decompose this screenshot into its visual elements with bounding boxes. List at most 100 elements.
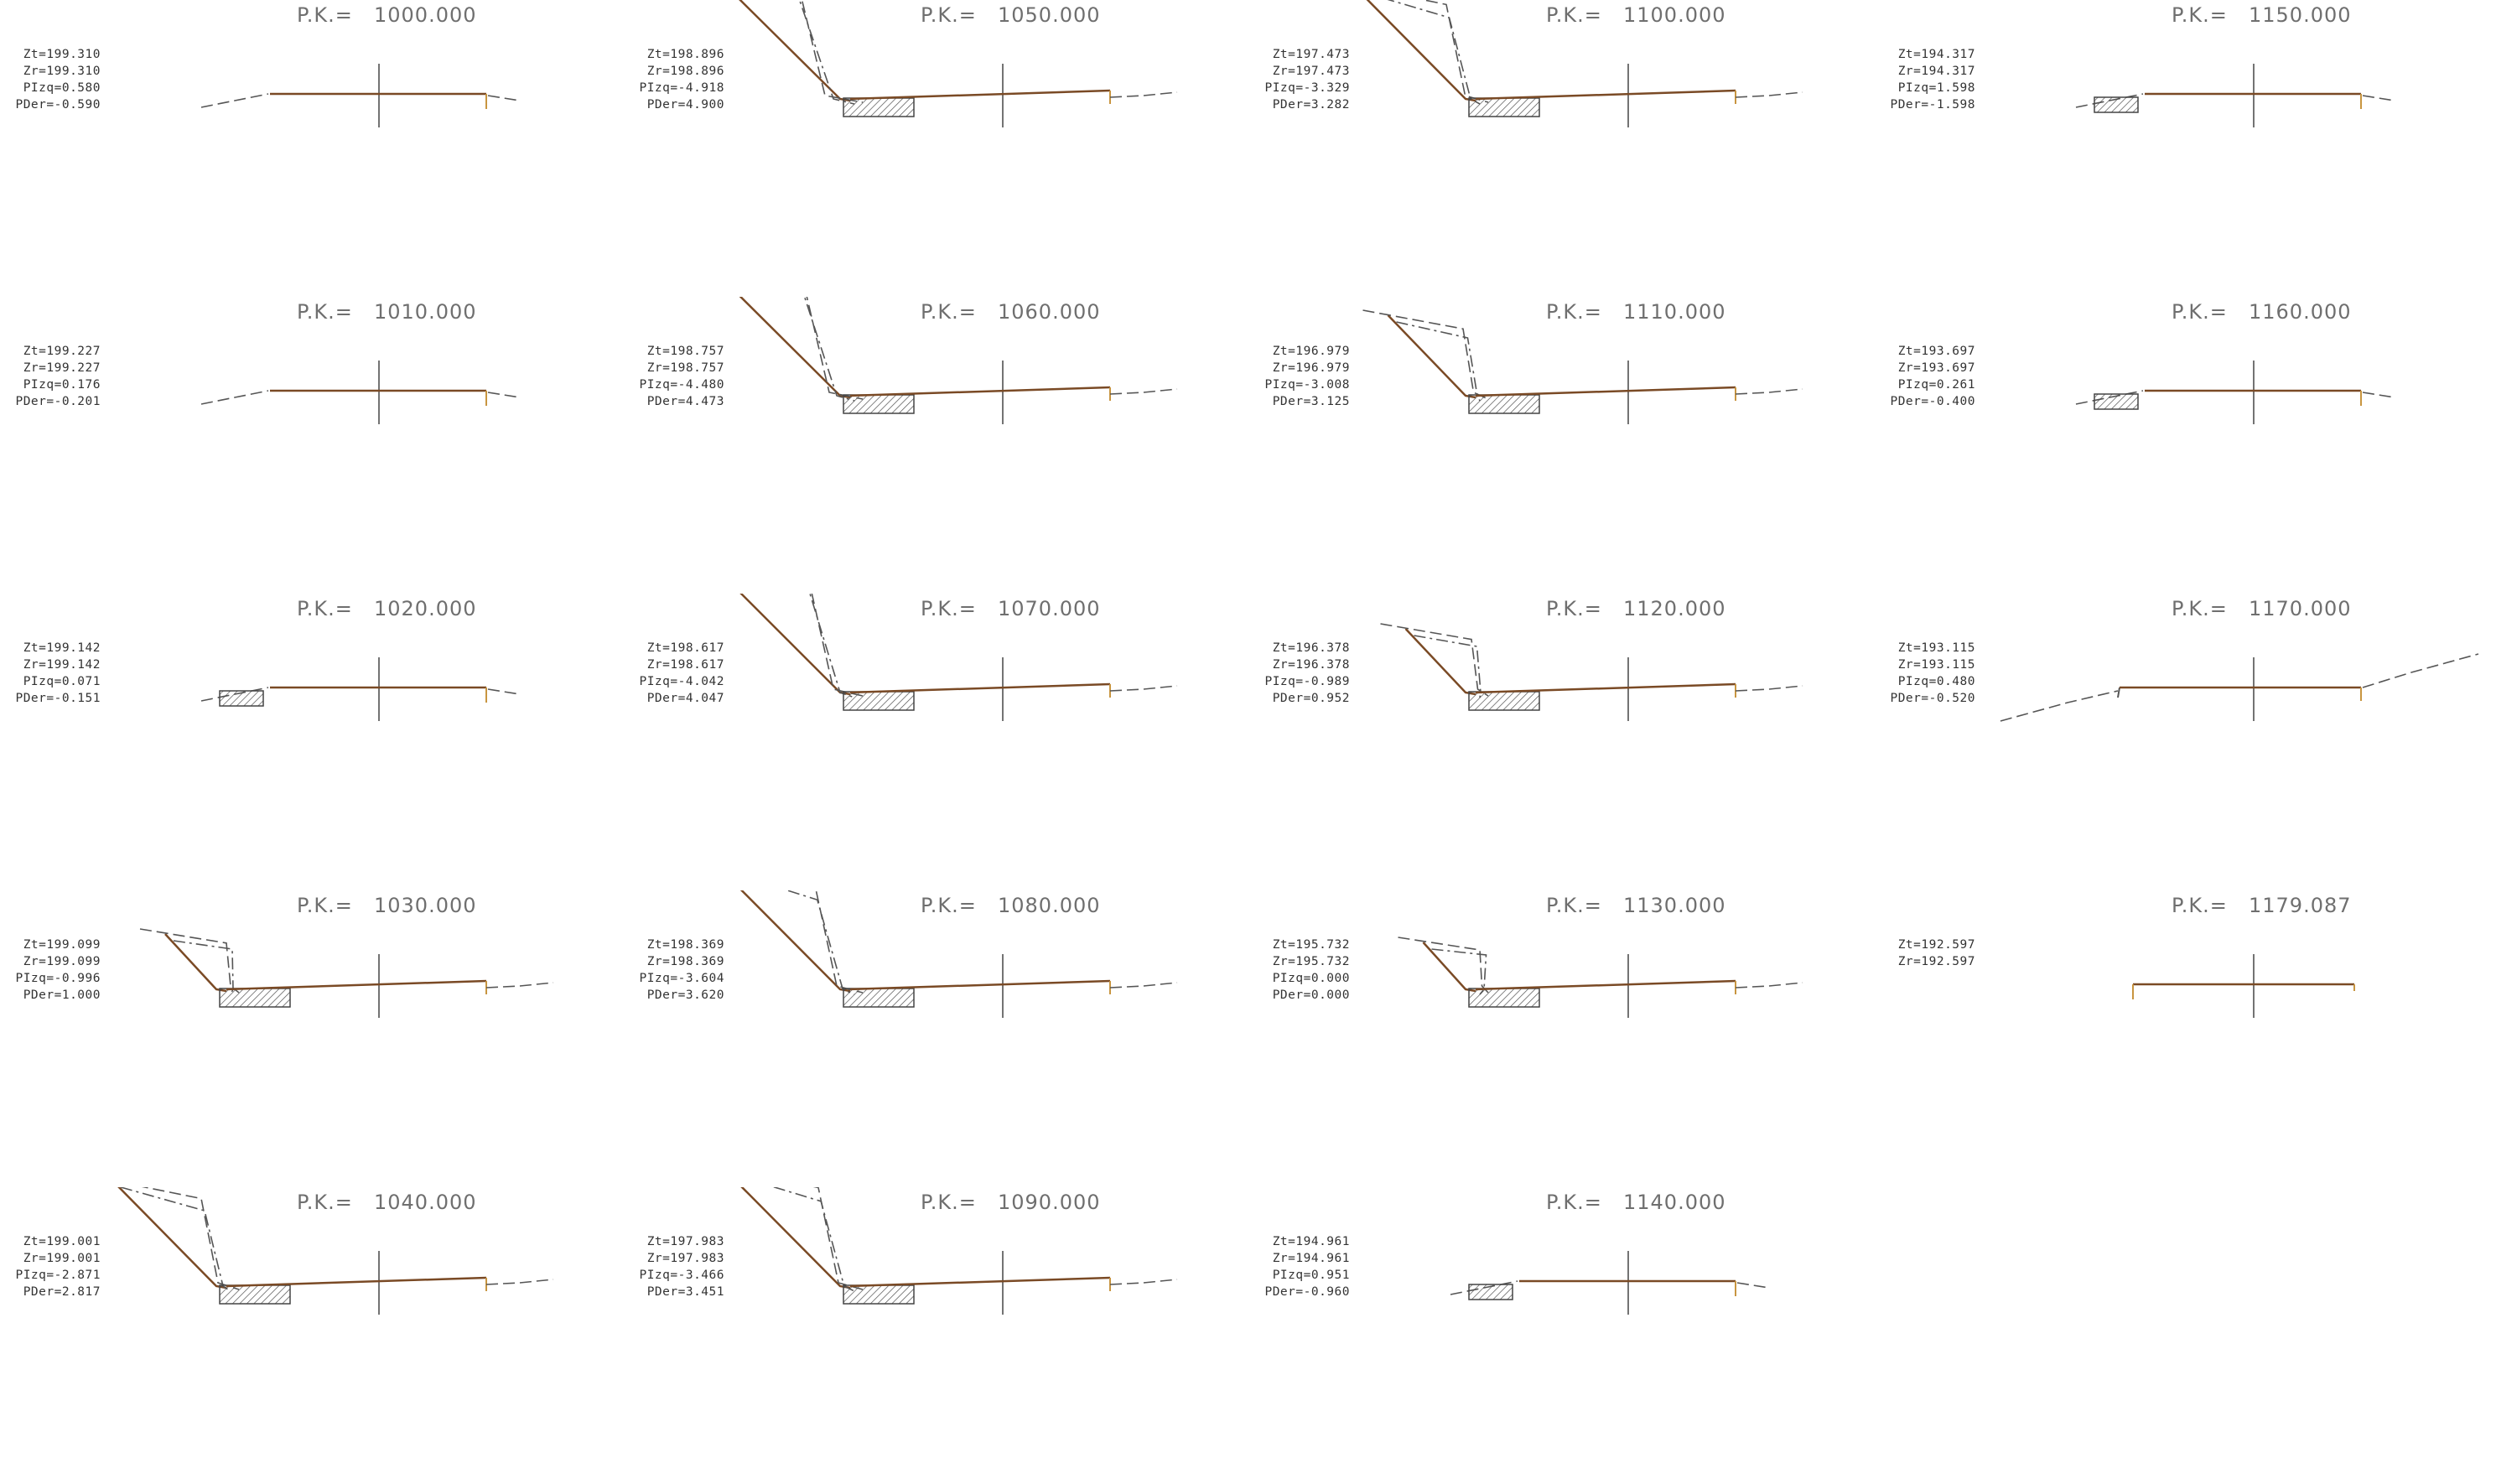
cross-section-1160.000: P.K.= 1160.000 Zt=193.697 Zr=193.697 PIzq=0.… [1875, 297, 2496, 594]
pk-label: P.K.= [297, 894, 353, 917]
ditch-hatch [1468, 988, 1540, 1008]
elevation-annotations: Zt=198.757 Zr=198.757 PIzq=-4.480 PDer=4.47… [624, 343, 724, 410]
pizq-value: PIzq=0.951 [1272, 1269, 1350, 1282]
terrain-dashed-line [1421, 0, 1489, 103]
terrain-dashdot-line [798, 0, 855, 105]
pder-value: PDer=3.620 [646, 988, 724, 1002]
terrain-dashdot-line [1396, 321, 1481, 402]
elevation-annotations: Zt=194.317 Zr=194.317 PIzq=1.598 PDer=-1.59… [1875, 46, 1975, 113]
cross-section-1080.000: P.K.= 1080.000 Zt=198.369 Zr=198.369 PIzq=-3… [624, 890, 1248, 1187]
section-drawing [2075, 361, 2395, 424]
zt-value: Zt=197.983 [646, 1235, 724, 1248]
pizq-value: PIzq=-0.996 [15, 972, 101, 985]
terrain-right-dashed-line [1109, 982, 1178, 988]
zt-value: Zt=198.896 [646, 48, 724, 61]
zr-value: Zr=195.732 [1272, 955, 1350, 968]
pder-value: PDer=4.047 [646, 692, 724, 705]
pder-value: PDer=0.000 [1272, 988, 1350, 1002]
pk-value: 1170.000 [2249, 597, 2352, 620]
section-drawing [2000, 653, 2479, 722]
section-drawing [1362, 309, 1803, 424]
terrain-dashdot-line [1431, 948, 1487, 995]
terrain-dashed-line [812, 1187, 864, 1290]
zr-value: Zr=199.099 [23, 955, 101, 968]
section-drawing [1366, 0, 1803, 127]
ditch-hatch [843, 97, 915, 117]
cross-section-1040.000: P.K.= 1040.000 Zt=199.001 Zr=199.001 PIzq=-2… [0, 1187, 624, 1484]
terrain-right-dashed-line [1736, 1282, 1770, 1289]
road-platform-line [1475, 979, 1736, 991]
pder-value: PDer=3.282 [1272, 98, 1350, 112]
pizq-value: PIzq=0.261 [1897, 378, 1975, 392]
zt-value: Zt=198.369 [646, 938, 724, 952]
cross-section-1070.000: P.K.= 1070.000 Zt=198.617 Zr=198.617 PIzq=-4… [624, 594, 1248, 890]
zr-value: Zr=197.983 [646, 1252, 724, 1265]
cut-slope-line [739, 297, 851, 399]
cross-section-1120.000: P.K.= 1120.000 Zt=196.378 Zr=196.378 PIzq=-0… [1249, 594, 1873, 890]
zr-value: Zr=199.001 [23, 1252, 101, 1265]
ditch-hatch [843, 394, 915, 414]
pizq-value: PIzq=-0.989 [1264, 675, 1350, 688]
section-drawing [739, 0, 1178, 127]
pk-label: P.K.= [1546, 3, 1602, 27]
zt-value: Zt=195.732 [1272, 938, 1350, 952]
zt-value: Zt=199.142 [23, 641, 101, 655]
zt-value: Zt=199.310 [23, 48, 101, 61]
pk-label: P.K.= [1546, 300, 1602, 324]
zr-value: Zr=196.979 [1272, 361, 1350, 375]
cross-section-1110.000: P.K.= 1110.000 Zt=196.979 Zr=196.979 PIzq=-3… [1249, 297, 1873, 594]
pk-label: P.K.= [1546, 597, 1602, 620]
cross-section-1020.000: P.K.= 1020.000 Zt=199.142 Zr=199.142 PIzq=0.… [0, 594, 624, 890]
cut-slope-line [164, 933, 227, 993]
elevation-annotations: Zt=199.310 Zr=199.310 PIzq=0.580 PDer=-0.59… [0, 46, 101, 113]
cut-slope-line [739, 890, 851, 993]
zr-value: Zr=196.378 [1272, 658, 1350, 672]
cross-section-1010.000: P.K.= 1010.000 Zt=199.227 Zr=199.227 PIzq=0.… [0, 297, 624, 594]
elevation-annotations: Zt=199.001 Zr=199.001 PIzq=-2.871 PDer=2.81… [0, 1233, 101, 1300]
section-drawing [1398, 937, 1803, 1018]
pder-value: PDer=-0.590 [15, 98, 101, 112]
zr-value: Zr=192.597 [1897, 955, 1975, 968]
zt-value: Zt=199.099 [23, 938, 101, 952]
zr-value: Zr=194.961 [1272, 1252, 1350, 1265]
road-platform-line [849, 89, 1111, 101]
terrain-dashed-line [815, 890, 864, 994]
zt-value: Zt=198.757 [646, 345, 724, 358]
pk-label: P.K.= [921, 1191, 977, 1214]
pk-value: 1120.000 [1623, 597, 1726, 620]
pizq-value: PIzq=0.000 [1272, 972, 1350, 985]
pizq-value: PIzq=-4.918 [639, 81, 724, 95]
pk-value: 1140.000 [1623, 1191, 1726, 1214]
pk-value: 1110.000 [1623, 300, 1726, 324]
section-drawing [200, 361, 521, 424]
terrain-right-dashed-line [487, 392, 521, 398]
pk-label: P.K.= [2172, 597, 2228, 620]
elevation-annotations: Zt=195.732 Zr=195.732 PIzq=0.000 PDer=0.000 [1249, 937, 1350, 1004]
zr-value: Zr=199.227 [23, 361, 101, 375]
zt-value: Zt=199.001 [23, 1235, 101, 1248]
terrain-dashed-line [801, 0, 864, 103]
cross-section-1060.000: P.K.= 1060.000 Zt=198.757 Zr=198.757 PIzq=-4… [624, 297, 1248, 594]
pder-value: PDer=1.000 [23, 988, 101, 1002]
pder-value: PDer=4.473 [646, 395, 724, 408]
embankment-edge [2117, 687, 2120, 698]
terrain-dashdot-line [120, 1187, 231, 1292]
ditch-hatch [2094, 393, 2139, 410]
pk-value: 1130.000 [1623, 894, 1726, 917]
zr-value: Zr=199.142 [23, 658, 101, 672]
elevation-annotations: Zt=199.227 Zr=199.227 PIzq=0.176 PDer=-0.20… [0, 343, 101, 410]
pk-value: 1000.000 [374, 3, 477, 27]
zr-value: Zr=198.617 [646, 658, 724, 672]
pk-label: P.K.= [297, 597, 353, 620]
pder-value: PDer=2.817 [23, 1285, 101, 1299]
cross-section-1179.087: P.K.= 1179.087 Zt=192.597 Zr=192.597 [1875, 890, 2496, 1187]
pizq-value: PIzq=-4.042 [639, 675, 724, 688]
terrain-right-dashed-line [1109, 685, 1178, 692]
elevation-annotations: Zt=196.378 Zr=196.378 PIzq=-0.989 PDer=0.95… [1249, 640, 1350, 707]
terrain-right-dashed-line [1735, 388, 1803, 395]
pk-label: P.K.= [1546, 1191, 1602, 1214]
zt-value: Zt=198.617 [646, 641, 724, 655]
ditch-hatch [2094, 96, 2139, 113]
section-drawing [1450, 1251, 1770, 1315]
road-platform-line [849, 979, 1111, 991]
